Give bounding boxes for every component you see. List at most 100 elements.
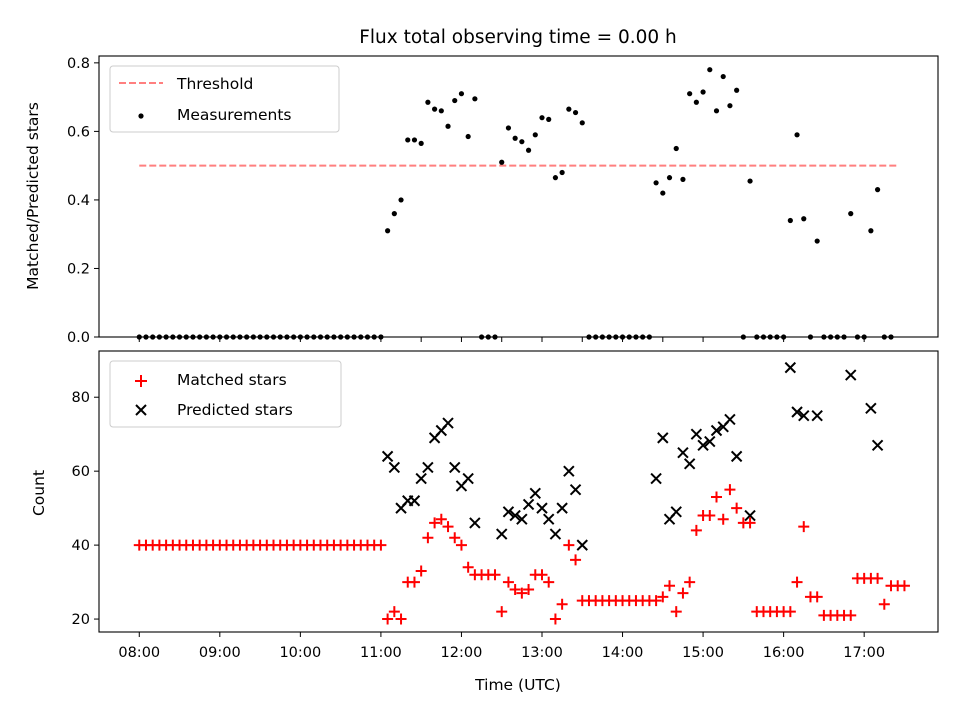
- bottom-y-tick-label: 80: [72, 390, 90, 406]
- top-legend-box: [109, 65, 340, 133]
- bottom-y-axis-label: Count: [30, 470, 48, 516]
- bottom-plot-frame: [98, 350, 939, 633]
- legend-predicted-swatch: [135, 404, 147, 416]
- matched-point: [664, 580, 676, 592]
- matched-point: [536, 569, 548, 581]
- predicted-point: [730, 450, 743, 463]
- matched-point: [509, 583, 521, 595]
- predicted-point: [536, 502, 548, 514]
- matched-point: [670, 606, 682, 618]
- predicted-point: [388, 461, 401, 474]
- legend-threshold-label: Threshold: [176, 75, 253, 93]
- measurement-point: [680, 176, 686, 182]
- matched-point: [455, 539, 467, 551]
- legend-matched-label: Matched stars: [177, 371, 287, 389]
- measurement-point: [666, 175, 673, 181]
- matched-point: [798, 521, 810, 533]
- measurement-point: [848, 211, 854, 217]
- measurement-point: [532, 132, 538, 138]
- measurement-point: [391, 211, 397, 217]
- predicted-point: [509, 509, 521, 522]
- matched-point: [684, 576, 696, 588]
- matched-point: [502, 576, 514, 588]
- matched-point: [731, 502, 743, 514]
- predicted-point: [791, 406, 803, 418]
- matched-point: [570, 554, 582, 566]
- x-tick-label: 08:00: [118, 645, 160, 661]
- bottom-legend-box: [109, 360, 342, 428]
- measurement-point: [687, 91, 693, 97]
- top-y-tick-label: 0.4: [67, 193, 90, 209]
- predicted-point: [496, 528, 508, 540]
- matched-point: [677, 587, 689, 599]
- predicted-point: [569, 483, 582, 496]
- predicted-point: [650, 472, 662, 485]
- legend-measurements-swatch: [138, 113, 144, 119]
- predicted-point: [422, 461, 434, 474]
- x-tick-label: 17:00: [843, 645, 885, 661]
- matched-point: [422, 532, 434, 544]
- matched-point: [563, 539, 575, 551]
- measurement-point: [727, 103, 733, 109]
- measurement-point: [385, 228, 391, 234]
- predicted-point: [415, 472, 427, 485]
- x-tick-label: 16:00: [763, 645, 805, 661]
- legend-measurements-label: Measurements: [177, 106, 292, 124]
- matched-point: [523, 583, 535, 595]
- matched-point: [462, 561, 474, 573]
- bottom-axes: 20 40 60 80 08:00 09:00 10:00 11:00 12:00 13:00 14…: [72, 350, 939, 661]
- matched-point: [872, 572, 884, 584]
- bottom-y-tick-label: 60: [72, 464, 90, 480]
- matched-point: [711, 491, 723, 503]
- measurement-point: [505, 125, 512, 131]
- matched-point: [811, 591, 823, 603]
- measurement-point: [552, 175, 559, 181]
- measurement-point: [512, 135, 518, 141]
- measurement-point: [445, 123, 451, 129]
- measurement-point: [525, 147, 532, 153]
- matched-point: [442, 521, 454, 533]
- bottom-y-tick-label: 20: [72, 612, 90, 628]
- measurement-point: [579, 120, 585, 126]
- top-plot-frame: [98, 55, 939, 338]
- predicted-point: [449, 461, 461, 474]
- x-tick-label: 15:00: [682, 645, 724, 661]
- predicted-point: [670, 506, 682, 518]
- x-tick-label: 11:00: [360, 645, 402, 661]
- matched-point: [898, 580, 910, 592]
- predicted-point: [408, 495, 421, 507]
- legend-matched-swatch: [135, 375, 147, 387]
- matched-point: [375, 539, 387, 551]
- predicted-point: [677, 446, 689, 459]
- predicted-point: [549, 528, 562, 540]
- matched-point: [408, 576, 420, 588]
- matched-point: [650, 595, 662, 607]
- predicted-point: [845, 369, 857, 381]
- matched-point: [388, 606, 400, 618]
- matched-point: [543, 576, 555, 588]
- measurement-point: [801, 216, 807, 222]
- measurement-point: [438, 108, 444, 114]
- measurement-point: [465, 133, 471, 140]
- predicted-point: [442, 417, 454, 429]
- predicted-point: [871, 439, 884, 451]
- matched-point: [704, 510, 716, 522]
- measurement-point: [787, 217, 793, 224]
- measurement-point: [713, 108, 720, 114]
- predicted-point: [744, 509, 756, 522]
- measurement-point: [874, 187, 881, 193]
- predicted-point: [469, 517, 481, 529]
- measurement-point: [814, 238, 820, 244]
- measurement-point: [700, 89, 706, 95]
- measurement-point: [539, 115, 545, 121]
- predicted-point: [690, 428, 703, 440]
- top-legend: Threshold Measurements: [109, 65, 340, 133]
- measurement-point: [405, 137, 411, 143]
- top-axes: 0.0 0.2 0.4 0.6 0.8 Threshold Measurements: [67, 55, 939, 346]
- measurement-point: [519, 139, 525, 145]
- x-tick-label: 09:00: [199, 645, 241, 661]
- legend-predicted-label: Predicted stars: [177, 401, 293, 419]
- matched-point: [382, 613, 394, 625]
- predicted-point: [502, 506, 515, 518]
